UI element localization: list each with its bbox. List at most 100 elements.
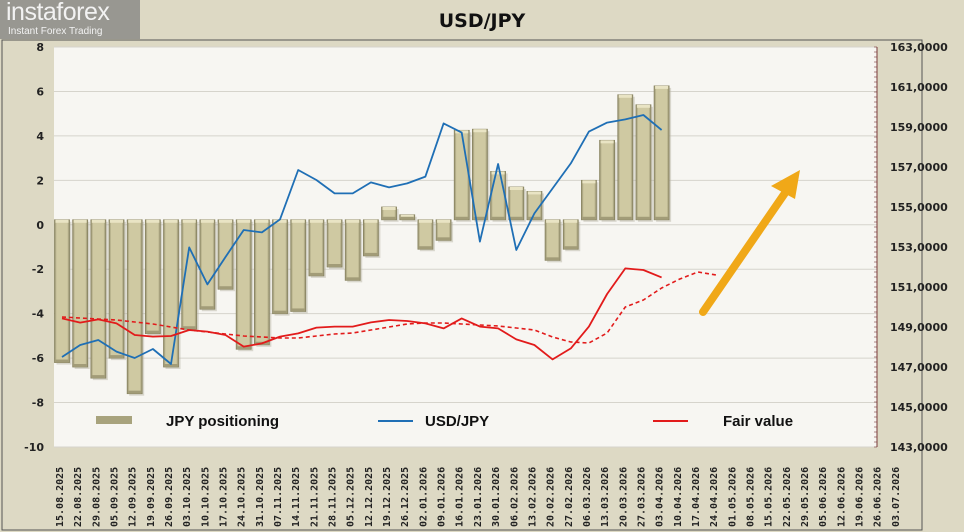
x-tick-label: 26.09.2025 (164, 467, 175, 527)
arrow-head-icon (771, 170, 800, 199)
bar (435, 219, 454, 243)
x-tick-label: 24.10.2025 (237, 467, 248, 527)
x-tick-label: 03.07.2026 (891, 467, 902, 527)
right-tick-label: 147,0000 (890, 361, 948, 374)
bar (90, 219, 108, 381)
x-axis: 15.08.2025 22.08.2025 29.08.2025 05.09.2025… (55, 467, 902, 527)
bar (272, 219, 290, 316)
x-tick-label: 17.10.2025 (219, 467, 230, 527)
x-tick-label: 10.10.2025 (200, 467, 211, 527)
bar (163, 219, 181, 369)
left-tick-label: -6 (32, 352, 45, 365)
x-tick-label: 07.11.2025 (273, 467, 284, 527)
bar (381, 206, 399, 222)
left-tick-label: 2 (36, 174, 44, 187)
x-tick-label: 12.09.2025 (128, 467, 139, 527)
x-tick-label: 14.11.2025 (291, 467, 302, 527)
x-tick-label: 29.05.2026 (800, 467, 811, 527)
left-tick-label: 0 (36, 219, 44, 232)
bar (653, 85, 672, 222)
gridlines (54, 46, 877, 448)
instaforex-watermark: instaforex Instant Forex Trading (0, 0, 140, 39)
left-tick-label: -4 (32, 308, 45, 321)
x-tick-label: 10.04.2026 (673, 467, 684, 527)
x-tick-label: 05.12.2025 (346, 467, 357, 527)
bar (581, 179, 599, 222)
bar (144, 219, 163, 336)
bar (417, 219, 435, 252)
right-tick-label: 149,0000 (890, 321, 948, 334)
x-tick-label: 20.03.2026 (618, 467, 629, 527)
x-tick-label: 15.08.2025 (55, 467, 66, 527)
bar (217, 219, 236, 292)
series-line-usd-jpy (61, 114, 663, 365)
bar (308, 219, 326, 278)
x-tick-label: 19.12.2025 (382, 467, 393, 527)
bar (326, 219, 345, 269)
left-axis: 8 6 4 2 0 -2 -4 -6 -8 -10 (24, 41, 44, 454)
x-tick-label: 29.08.2025 (91, 467, 102, 527)
x-tick-label: 31.10.2025 (255, 467, 266, 527)
right-tick-label: 155,0000 (890, 201, 948, 214)
x-tick-label: 15.05.2026 (764, 467, 775, 527)
x-tick-label: 06.03.2026 (582, 467, 593, 527)
bar (181, 219, 199, 332)
left-tick-label: -10 (24, 441, 44, 454)
bar (526, 191, 544, 222)
x-tick-label: 22.08.2025 (73, 467, 84, 527)
bar (54, 219, 72, 365)
x-tick-label: 26.06.2026 (873, 467, 884, 527)
x-tick-label: 27.03.2026 (636, 467, 647, 527)
x-tick-label: 30.01.2026 (491, 467, 502, 527)
x-tick-label: 01.05.2026 (727, 467, 738, 527)
right-tick-label: 157,0000 (890, 161, 948, 174)
bar (253, 219, 272, 347)
legend-label-fair-value: Fair value (723, 413, 794, 430)
right-tick-label: 163,0000 (890, 41, 948, 54)
bar (635, 104, 653, 222)
x-tick-label: 16.01.2026 (455, 467, 466, 527)
bar (472, 128, 490, 222)
series-line-fair-value-trend (61, 271, 717, 344)
forecast-arrow (699, 170, 800, 316)
x-tick-label: 02.01.2026 (418, 467, 429, 527)
bar (562, 219, 581, 252)
x-tick-label: 23.01.2026 (473, 467, 484, 527)
bar (290, 219, 308, 314)
bar (235, 219, 254, 352)
chart-frame (1, 39, 923, 531)
bar (617, 94, 635, 222)
lines (61, 114, 717, 365)
left-tick-label: 8 (36, 41, 44, 54)
x-tick-label: 22.05.2026 (782, 467, 793, 527)
legend-swatch-bar (96, 416, 132, 424)
bar (199, 219, 217, 312)
x-tick-label: 06.02.2026 (509, 467, 520, 527)
right-tick-label: 159,0000 (890, 121, 948, 134)
legend-label-usdjpy: USD/JPY (425, 413, 490, 430)
x-tick-label: 05.09.2025 (110, 467, 121, 527)
arrow-shaft (699, 189, 789, 316)
legend (96, 416, 688, 424)
watermark-brand: instaforex (6, 0, 110, 26)
x-tick-label: 26.12.2025 (400, 467, 411, 527)
bar (544, 219, 563, 263)
bar (399, 214, 417, 222)
bar (508, 186, 526, 222)
bar (108, 219, 127, 361)
left-tick-label: -2 (32, 263, 44, 276)
bar (72, 219, 90, 369)
right-tick-label: 153,0000 (890, 241, 948, 254)
left-tick-label: 6 (36, 85, 44, 98)
x-tick-label: 19.06.2026 (854, 467, 865, 527)
x-tick-label: 12.12.2025 (364, 467, 375, 527)
x-tick-label: 21.11.2025 (309, 467, 320, 527)
chart-title: USD/JPY (438, 10, 526, 32)
x-tick-label: 28.11.2025 (328, 467, 339, 527)
left-tick-label: -8 (32, 397, 44, 410)
x-tick-label: 27.02.2026 (564, 467, 575, 527)
x-tick-label: 13.03.2026 (600, 467, 611, 527)
right-tick-label: 143,0000 (890, 441, 948, 454)
x-tick-label: 12.06.2026 (836, 467, 847, 527)
